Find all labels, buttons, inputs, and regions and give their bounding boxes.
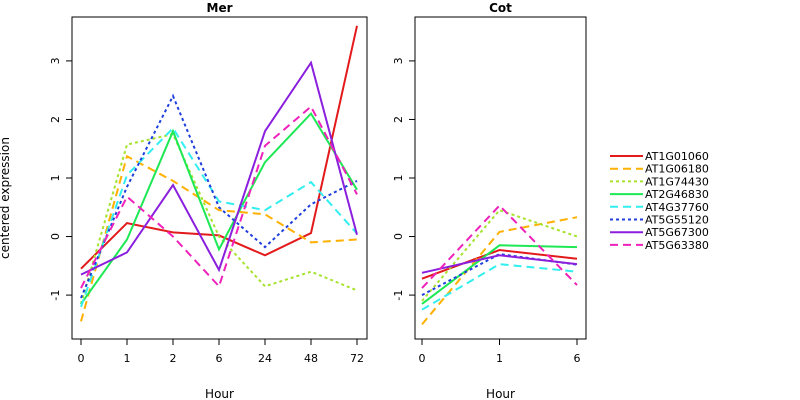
series-line-at5g67300 xyxy=(80,60,358,276)
legend-item-at4g37760: AT4G37760 xyxy=(610,201,709,214)
legend: AT1G01060AT1G06180AT1G74430AT2G46830AT4G… xyxy=(610,150,709,252)
series-line-at4g37760 xyxy=(421,263,578,311)
series-line-at5g63380 xyxy=(421,204,578,289)
x-axis-title: Hour xyxy=(486,387,515,400)
legend-item-at2g46830: AT2G46830 xyxy=(610,188,709,201)
x-tick-label: 0 xyxy=(419,352,426,365)
x-axis-title: Hour xyxy=(205,387,234,400)
legend-label: AT1G74430 xyxy=(645,175,709,188)
legend-label: AT2G46830 xyxy=(645,188,709,201)
legend-label: AT1G06180 xyxy=(645,163,709,176)
panel-mer: Mer -1 0 1 2 3 0 1 2 6 24 48 72 Hour xyxy=(49,1,368,400)
x-tick-label: 0 xyxy=(78,352,85,365)
series-line-at2g46830 xyxy=(421,244,578,305)
legend-item-at1g74430: AT1G74430 xyxy=(610,175,709,188)
panel-title: Cot xyxy=(489,1,512,15)
legend-item-at5g63380: AT5G63380 xyxy=(610,239,709,252)
series-line-at5g55120 xyxy=(421,253,578,296)
legend-label: AT5G67300 xyxy=(645,226,709,239)
y-tick-label: -1 xyxy=(392,290,405,301)
y-tick-label: -1 xyxy=(49,290,62,301)
panel-cot: Cot -1 0 1 2 3 0 1 6 Hour xyxy=(392,1,587,400)
series-line-at1g01060 xyxy=(421,248,578,280)
y-tick-label: 1 xyxy=(392,175,405,182)
series-line-at2g46830 xyxy=(80,111,358,305)
series-line-at1g01060 xyxy=(80,25,358,270)
x-tick-label: 1 xyxy=(496,352,503,365)
series-line-at4g37760 xyxy=(80,126,358,308)
x-tick-label: 72 xyxy=(350,352,364,365)
y-tick-label: 0 xyxy=(392,233,405,240)
x-tick-label: 1 xyxy=(124,352,131,365)
series-line-at1g06180 xyxy=(80,154,358,322)
y-axis-title: centered expression xyxy=(0,137,12,259)
y-tick-label: 2 xyxy=(49,116,62,123)
legend-label: AT1G01060 xyxy=(645,150,709,163)
series-line-at1g74430 xyxy=(80,132,358,305)
legend-item-at5g67300: AT5G67300 xyxy=(610,226,709,239)
panel-title: Mer xyxy=(207,1,233,15)
chart-panels: Mer -1 0 1 2 3 0 1 2 6 24 48 72 Hour Cot -1 0 1 2 3 0 1 6 Hour xyxy=(49,1,587,400)
legend-item-at1g01060: AT1G01060 xyxy=(610,150,709,163)
y-tick-label: 3 xyxy=(49,57,62,64)
x-tick-label: 6 xyxy=(574,352,581,365)
legend-label: AT5G55120 xyxy=(645,214,709,227)
y-tick-label: 1 xyxy=(49,175,62,182)
legend-item-at5g55120: AT5G55120 xyxy=(610,214,709,227)
x-tick-label: 2 xyxy=(170,352,177,365)
x-tick-label: 48 xyxy=(304,352,318,365)
legend-label: AT5G63380 xyxy=(645,239,709,252)
legend-item-at1g06180: AT1G06180 xyxy=(610,163,709,176)
y-tick-label: 3 xyxy=(392,57,405,64)
legend-label: AT4G37760 xyxy=(645,201,709,214)
series-line-at5g55120 xyxy=(80,93,358,299)
x-tick-label: 24 xyxy=(258,352,272,365)
x-tick-label: 6 xyxy=(216,352,223,365)
y-tick-label: 2 xyxy=(392,116,405,123)
y-tick-label: 0 xyxy=(49,233,62,240)
series-line-at5g67300 xyxy=(421,254,578,274)
